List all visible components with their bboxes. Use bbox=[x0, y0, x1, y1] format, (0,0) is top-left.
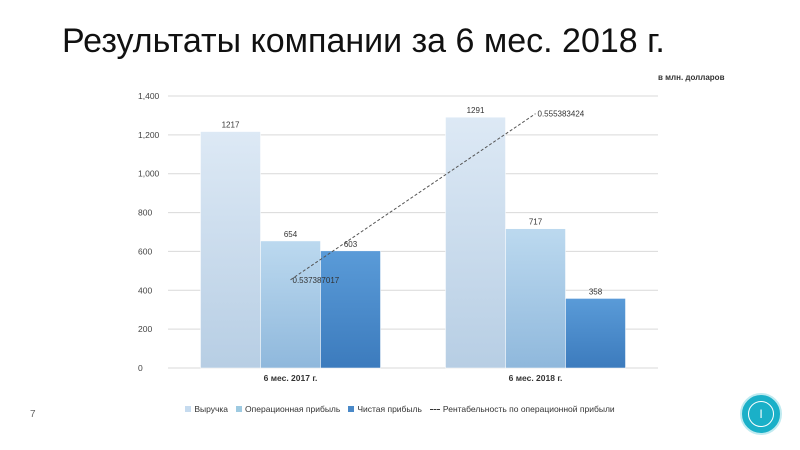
x-category-label: 6 мес. 2017 г. bbox=[264, 373, 318, 383]
x-axis-categories: 6 мес. 2017 г. 6 мес. 2018 г. bbox=[264, 373, 563, 383]
legend: Выручка Операционная прибыль Чистая приб… bbox=[0, 404, 800, 414]
legend-swatch-net-profit bbox=[348, 406, 355, 412]
legend-label-revenue: Выручка bbox=[194, 404, 229, 414]
trend-line-path bbox=[290, 113, 536, 281]
bar-data-label: 654 bbox=[284, 230, 298, 239]
data-labels: 1217 654 603 1291 717 358 0.537387017 0.5553834… bbox=[222, 106, 603, 296]
legend-swatch-operating-profit bbox=[236, 406, 243, 412]
slide-title: Результаты компании за 6 мес. 2018 г. bbox=[62, 22, 665, 60]
bar-2-1 bbox=[565, 298, 626, 369]
legend-label-margin: Рентабельность по операционной прибыли bbox=[442, 404, 615, 414]
legend-swatch-revenue bbox=[185, 406, 192, 412]
legend-item-net-profit: Чистая прибыль bbox=[348, 404, 422, 414]
bar-2-0 bbox=[320, 250, 381, 369]
trend-data-label: 0.555383424 bbox=[538, 110, 585, 119]
legend-item-revenue: Выручка bbox=[185, 404, 228, 414]
legend-line-margin bbox=[429, 408, 440, 410]
y-axis-ticks: 0 200 400 600 800 1,000 1,200 1,400 bbox=[138, 91, 160, 373]
nav-badge-icon: I bbox=[748, 401, 774, 427]
y-tick-label: 800 bbox=[138, 208, 152, 218]
legend-label-operating-profit: Операционная прибыль bbox=[245, 404, 341, 414]
y-tick-label: 1,000 bbox=[138, 169, 160, 179]
bar-1-0 bbox=[260, 240, 321, 369]
y-tick-label: 600 bbox=[138, 246, 152, 256]
bar-0-0 bbox=[200, 131, 261, 369]
page-number: 7 bbox=[30, 409, 36, 420]
bar-0-1 bbox=[445, 116, 506, 369]
x-category-label: 6 мес. 2018 г. bbox=[509, 373, 563, 383]
legend-item-operating-profit: Операционная прибыль bbox=[236, 404, 340, 414]
bar-data-label: 603 bbox=[344, 240, 358, 249]
y-tick-label: 200 bbox=[138, 324, 152, 334]
bars bbox=[200, 116, 626, 369]
trend-data-label: 0.537387017 bbox=[293, 276, 340, 285]
nav-badge[interactable]: I bbox=[740, 393, 782, 435]
bar-1-1 bbox=[505, 228, 566, 369]
y-tick-label: 400 bbox=[138, 285, 152, 295]
trend-line bbox=[290, 113, 536, 281]
y-tick-label: 1,200 bbox=[138, 130, 160, 140]
bar-data-label: 358 bbox=[589, 287, 603, 296]
y-tick-label: 1,400 bbox=[138, 91, 160, 101]
bar-data-label: 1291 bbox=[467, 106, 485, 115]
legend-label-net-profit: Чистая прибыль bbox=[357, 404, 422, 414]
bar-data-label: 717 bbox=[529, 218, 543, 227]
legend-item-margin: Рентабельность по операционной прибыли bbox=[429, 404, 615, 414]
y-tick-label: 0 bbox=[138, 363, 143, 373]
unit-note: в млн. долларов bbox=[658, 73, 725, 82]
bar-data-label: 1217 bbox=[222, 121, 240, 130]
